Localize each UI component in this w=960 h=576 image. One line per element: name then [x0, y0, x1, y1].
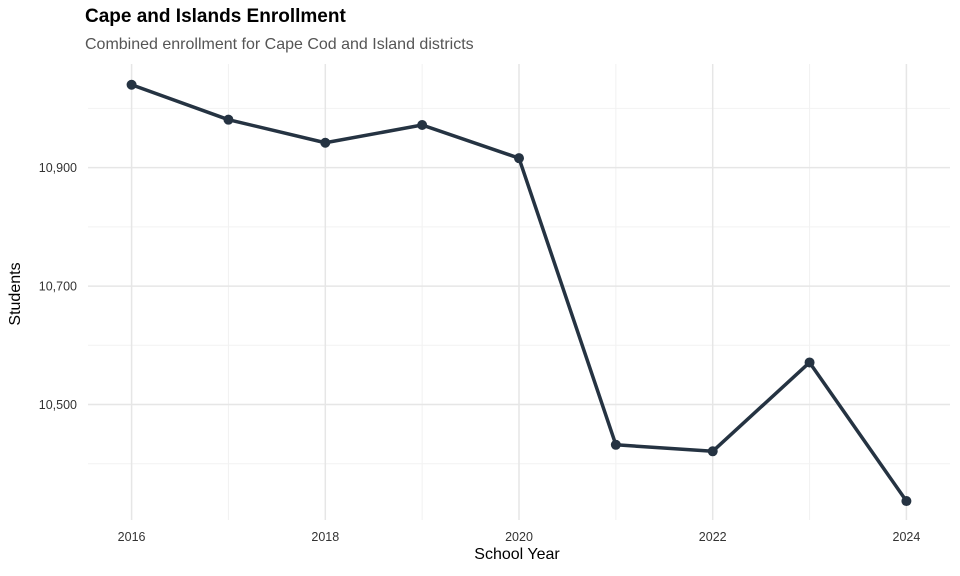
data-point	[610, 439, 621, 450]
x-tick-label: 2020	[505, 530, 533, 544]
data-point	[417, 119, 428, 130]
series-group	[126, 79, 912, 507]
chart-title: Cape and Islands Enrollment	[85, 6, 346, 27]
data-point	[804, 357, 815, 368]
x-tick-label: 2016	[118, 530, 146, 544]
y-tick-label: 10,900	[39, 161, 77, 175]
x-tick-label: 2024	[893, 530, 921, 544]
x-axis-ticks: 2016 2018 2020 2022 2024	[118, 530, 921, 544]
data-point	[320, 137, 331, 148]
data-point	[514, 153, 524, 164]
x-tick-label: 2018	[311, 530, 339, 544]
y-axis-label: Students	[7, 262, 24, 326]
data-point	[901, 496, 912, 507]
y-axis-ticks: 10,500 10,700 10,900	[39, 161, 77, 412]
data-point	[126, 79, 137, 90]
data-point	[707, 446, 718, 457]
chart-subtitle: Combined enrollment for Cape Cod and Isl…	[85, 36, 474, 53]
x-axis-label: School Year	[474, 546, 560, 563]
y-tick-label: 10,700	[39, 280, 77, 294]
y-tick-label: 10,500	[39, 398, 77, 412]
data-point	[223, 114, 234, 125]
x-tick-label: 2022	[699, 530, 727, 544]
gridlines	[88, 64, 950, 520]
